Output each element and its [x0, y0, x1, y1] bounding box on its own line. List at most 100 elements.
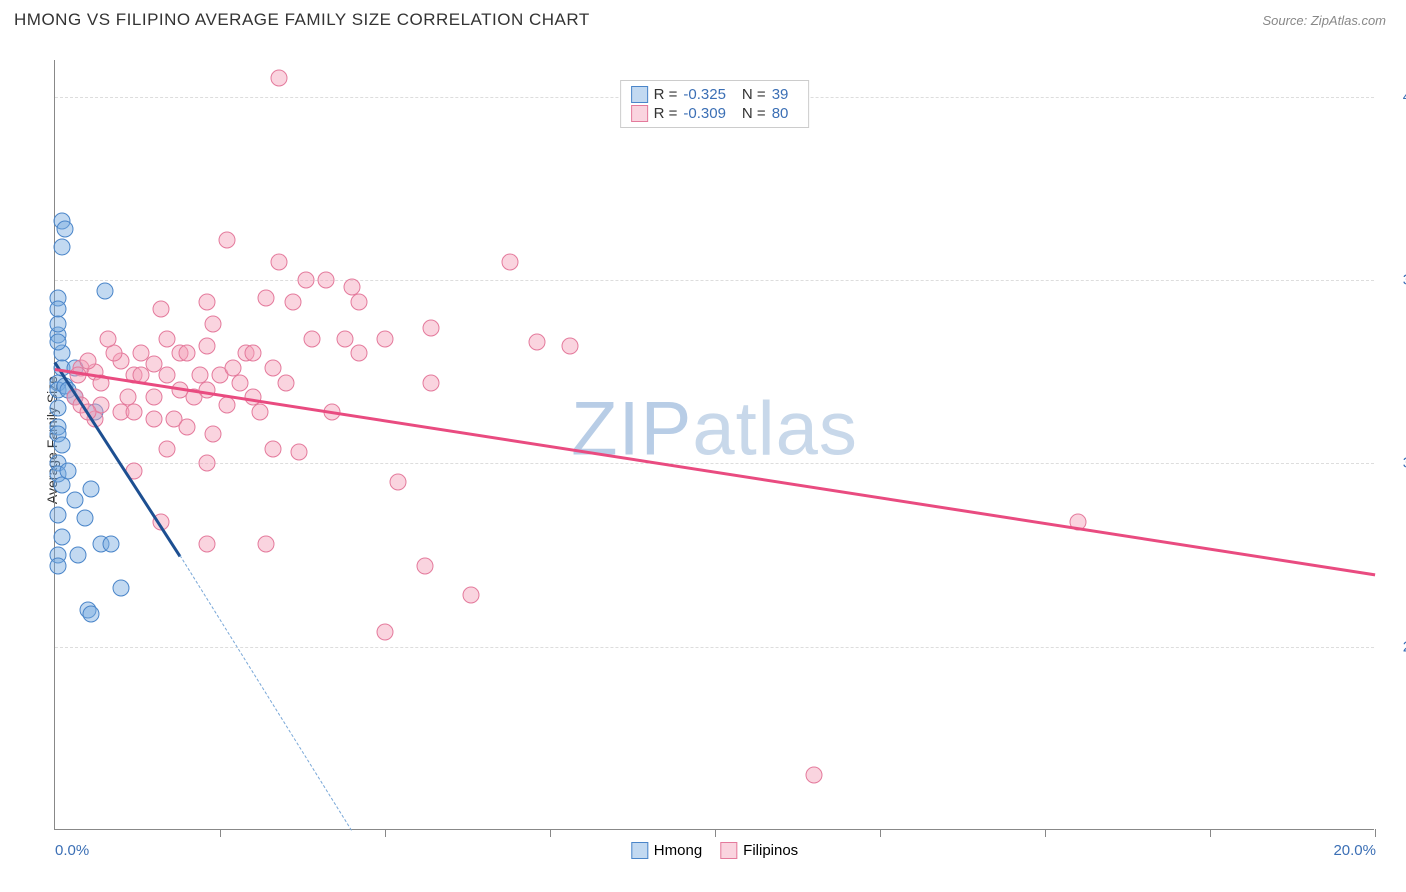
scatter-marker [198, 338, 215, 355]
scatter-marker [198, 294, 215, 311]
scatter-marker [83, 605, 100, 622]
scatter-marker [159, 330, 176, 347]
x-axis-min-label: 0.0% [55, 842, 89, 859]
legend-item: Hmong [631, 842, 702, 859]
scatter-marker [231, 374, 248, 391]
stats-r-label: R = [654, 86, 678, 103]
scatter-marker [146, 411, 163, 428]
scatter-marker [126, 404, 143, 421]
scatter-marker [106, 345, 123, 362]
legend-label: Hmong [654, 842, 702, 859]
scatter-marker [132, 345, 149, 362]
legend-swatch [631, 842, 648, 859]
scatter-marker [264, 360, 281, 377]
scatter-marker [245, 345, 262, 362]
scatter-marker [103, 536, 120, 553]
scatter-marker [264, 440, 281, 457]
gridline-h [55, 280, 1374, 281]
scatter-marker [70, 367, 87, 384]
scatter-marker [291, 444, 308, 461]
stats-n-label: N = [742, 105, 766, 122]
scatter-marker [297, 272, 314, 289]
stats-row: R = -0.325 N = 39 [631, 85, 799, 104]
stats-n-value: 80 [772, 105, 789, 122]
scatter-marker [390, 473, 407, 490]
legend-label: Filipinos [743, 842, 798, 859]
correlation-stats-box: R = -0.325 N = 39 R = -0.309 N = 80 [620, 80, 810, 128]
regression-extension [180, 555, 352, 831]
scatter-marker [66, 492, 83, 509]
scatter-marker [159, 440, 176, 457]
scatter-marker [179, 345, 196, 362]
legend-item: Filipinos [720, 842, 798, 859]
x-tick [1045, 829, 1046, 837]
stats-r-value: -0.325 [683, 86, 726, 103]
scatter-marker [99, 330, 116, 347]
x-tick [715, 829, 716, 837]
scatter-marker [423, 374, 440, 391]
watermark-thin: atlas [692, 387, 858, 472]
scatter-marker [53, 437, 70, 454]
scatter-marker [462, 587, 479, 604]
scatter-marker [50, 506, 67, 523]
scatter-marker [53, 528, 70, 545]
scatter-marker [83, 481, 100, 498]
scatter-marker [50, 558, 67, 575]
scatter-marker [251, 404, 268, 421]
source-attribution: Source: ZipAtlas.com [1262, 13, 1386, 28]
watermark: ZIPatlas [571, 386, 858, 473]
scatter-marker [258, 536, 275, 553]
x-axis-max-label: 20.0% [1333, 842, 1376, 859]
scatter-marker [198, 455, 215, 472]
scatter-marker [96, 283, 113, 300]
x-tick [1210, 829, 1211, 837]
stats-r-label: R = [654, 105, 678, 122]
scatter-marker [337, 330, 354, 347]
scatter-marker [377, 330, 394, 347]
chart-container: Average Family Size ZIPatlas R =-0.325N … [14, 40, 1392, 840]
chart-title: HMONG VS FILIPINO AVERAGE FAMILY SIZE CO… [14, 10, 590, 30]
scatter-marker [179, 418, 196, 435]
scatter-marker [806, 767, 823, 784]
scatter-marker [258, 290, 275, 307]
scatter-marker [50, 400, 67, 417]
stats-n-label: N = [742, 86, 766, 103]
scatter-marker [304, 330, 321, 347]
stats-swatch [631, 105, 648, 122]
legend-swatch [720, 842, 737, 859]
scatter-marker [561, 338, 578, 355]
x-tick [220, 829, 221, 837]
x-tick [550, 829, 551, 837]
stats-r-value: -0.309 [683, 105, 726, 122]
scatter-marker [53, 477, 70, 494]
scatter-marker [198, 536, 215, 553]
scatter-marker [159, 367, 176, 384]
scatter-marker [146, 389, 163, 406]
scatter-marker [218, 396, 235, 413]
stats-row: R = -0.309 N = 80 [631, 104, 799, 123]
scatter-marker [113, 580, 130, 597]
gridline-h [55, 647, 1374, 648]
scatter-marker [152, 301, 169, 318]
chart-header: HMONG VS FILIPINO AVERAGE FAMILY SIZE CO… [0, 0, 1406, 36]
scatter-marker [317, 272, 334, 289]
regression-line [55, 368, 1375, 576]
scatter-marker [502, 253, 519, 270]
scatter-marker [50, 316, 67, 333]
scatter-marker [278, 374, 295, 391]
x-tick [880, 829, 881, 837]
x-tick [385, 829, 386, 837]
scatter-marker [80, 352, 97, 369]
scatter-marker [53, 239, 70, 256]
scatter-marker [423, 319, 440, 336]
stats-swatch [631, 86, 648, 103]
plot-area: ZIPatlas R =-0.325N =39R =-0.309N =80 Hm… [54, 60, 1374, 830]
gridline-h [55, 463, 1374, 464]
scatter-marker [56, 220, 73, 237]
stats-n-value: 39 [772, 86, 789, 103]
scatter-marker [205, 426, 222, 443]
scatter-marker [271, 253, 288, 270]
regression-line [54, 361, 181, 557]
scatter-marker [218, 231, 235, 248]
scatter-marker [76, 510, 93, 527]
